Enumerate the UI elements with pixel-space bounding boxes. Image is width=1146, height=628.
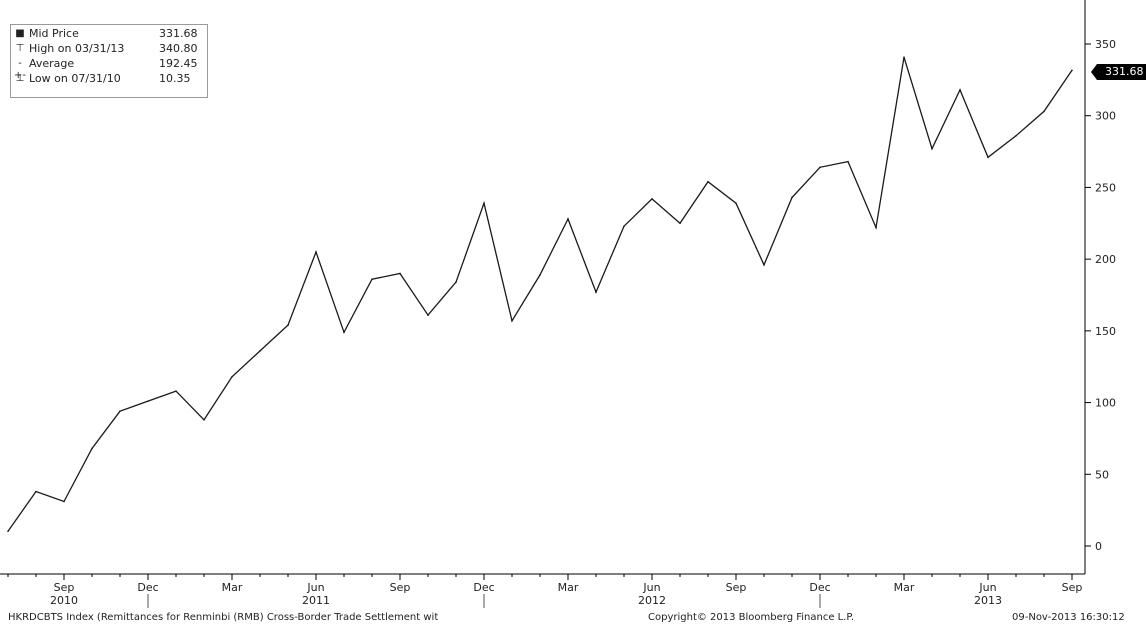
data-point — [63, 500, 65, 503]
data-point — [7, 530, 9, 532]
data-point — [819, 166, 821, 169]
x-tick-label: Jun — [978, 581, 996, 594]
last-value-text: 331.68 — [1105, 65, 1144, 78]
data-point — [119, 410, 121, 412]
data-point — [959, 89, 961, 91]
data-point — [1043, 110, 1045, 113]
data-point — [315, 251, 317, 253]
legend-item-high: ⊤ High on 03/31/13 340.80 — [11, 43, 207, 55]
x-tick-label: Mar — [894, 581, 915, 594]
data-point — [147, 400, 149, 402]
data-point — [455, 281, 457, 283]
low-marker-icon: ⊥ — [15, 73, 25, 84]
x-tick-label: Jun — [642, 581, 660, 594]
footer-copyright: Copyright© 2013 Bloomberg Finance L.P. — [648, 612, 855, 623]
legend-item-mid-price: ■ Mid Price 331.68 — [11, 28, 207, 40]
data-point — [1015, 134, 1017, 137]
x-tick-label: Jun — [306, 581, 324, 594]
x-tick-label: Mar — [558, 581, 579, 594]
footer-timestamp: 09-Nov-2013 16:30:12 — [1012, 612, 1125, 623]
ticks-layer: 0 50 100 150 200 250 300 350 Sep Dec Mar Jun Sep Dec M… — [7, 38, 1116, 608]
data-point — [343, 331, 345, 334]
data-point — [371, 278, 373, 281]
data-point — [763, 264, 765, 266]
legend-value: 10.35 — [159, 72, 191, 85]
data-point — [511, 320, 513, 322]
x-tick-label: Mar — [222, 581, 243, 594]
legend: ■ Mid Price 331.68 ⊤ High on 03/31/13 34… — [10, 24, 208, 98]
data-point — [847, 160, 849, 163]
series-layer — [7, 56, 1073, 532]
data-point — [679, 222, 681, 225]
data-point — [651, 198, 653, 200]
data-point — [539, 274, 541, 276]
legend-item-low: ⊥ Low on 07/31/10 10.35 — [11, 73, 207, 85]
square-marker-icon: ■ — [15, 28, 25, 39]
y-tick-label: 250 — [1095, 181, 1116, 194]
y-tick-label: 100 — [1095, 397, 1116, 410]
legend-value: 340.80 — [159, 42, 198, 55]
x-year-label: 2010 — [50, 594, 78, 607]
y-tick-label: 50 — [1095, 468, 1109, 481]
data-point — [567, 218, 569, 220]
x-year-label: 2013 — [974, 594, 1002, 607]
x-tick-label: Dec — [809, 581, 830, 594]
y-tick-label: 150 — [1095, 325, 1116, 338]
footer-description: HKRDCBTS Index (Remittances for Renminbi… — [8, 612, 439, 623]
y-tick-label: 350 — [1095, 38, 1116, 51]
y-tick-label: 300 — [1095, 110, 1116, 123]
x-tick-label: Sep — [1062, 581, 1083, 594]
data-point — [203, 418, 205, 421]
x-tick-label: Sep — [54, 581, 75, 594]
y-tick-label: 0 — [1095, 540, 1102, 553]
data-point — [987, 156, 989, 159]
legend-label: Average — [29, 57, 75, 70]
x-year-label: 2012 — [638, 594, 666, 607]
y-tick-label: 200 — [1095, 253, 1116, 266]
data-point — [875, 226, 877, 229]
data-point — [35, 490, 37, 493]
data-point — [399, 272, 401, 275]
series-line — [7, 57, 1073, 532]
average-line-icon: -+- — [14, 58, 26, 81]
legend-value: 331.68 — [159, 27, 198, 40]
x-year-label: 2011 — [302, 594, 330, 607]
data-point — [287, 324, 289, 326]
data-point — [175, 390, 177, 392]
data-point — [91, 447, 93, 450]
high-marker-icon: ⊤ — [15, 43, 25, 54]
legend-label: High on 03/31/13 — [29, 42, 125, 55]
data-point — [623, 225, 625, 227]
legend-label: Mid Price — [29, 27, 79, 40]
data-point — [483, 202, 485, 205]
data-point — [707, 180, 709, 183]
x-tick-label: Dec — [473, 581, 494, 594]
data-point — [1071, 69, 1073, 72]
data-point — [231, 375, 233, 378]
x-tick-label: Sep — [390, 581, 411, 594]
x-tick-label: Sep — [726, 581, 747, 594]
legend-label: Low on 07/31/10 — [29, 72, 121, 85]
data-point — [735, 202, 737, 205]
x-tick-label: Dec — [137, 581, 158, 594]
legend-value: 192.45 — [159, 57, 198, 70]
data-point — [903, 56, 905, 58]
data-point — [427, 314, 429, 316]
data-point — [791, 196, 793, 199]
data-point — [259, 350, 261, 352]
last-value-tag: 331.68 — [1091, 64, 1146, 80]
data-point — [595, 291, 597, 293]
legend-item-average: -+- Average 192.45 — [11, 57, 207, 82]
data-point — [931, 147, 933, 150]
